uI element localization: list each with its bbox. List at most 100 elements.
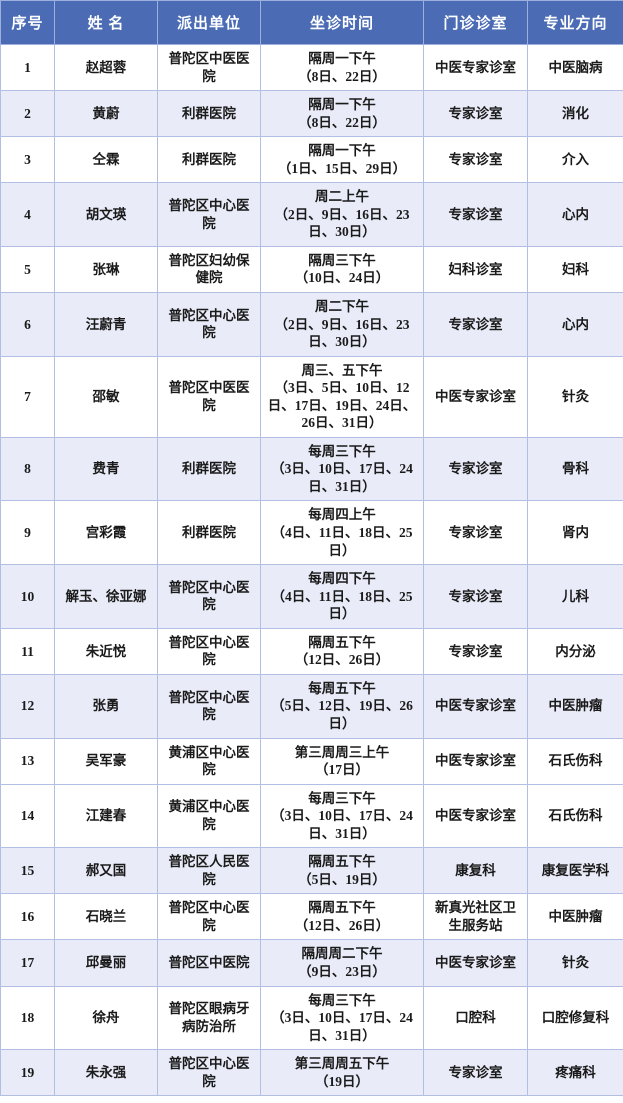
cell-name: 邵敏 <box>54 355 158 438</box>
cell-time-schedule: 每周四下午 <box>308 571 376 587</box>
cell-time-dates: （19日） <box>315 1073 369 1089</box>
cell-name: 朱近悦 <box>54 627 158 675</box>
cell-time-dates: （5日、12日、19日、26日） <box>271 698 413 731</box>
cell-time-dates: （8日、22日） <box>298 68 386 84</box>
cell-unit: 普陀区中心医院 <box>157 564 261 629</box>
cell-seq: 14 <box>0 783 55 849</box>
cell-room: 专家诊室 <box>423 564 528 629</box>
cell-specialty: 心内 <box>527 182 623 247</box>
cell-unit: 普陀区中心医院 <box>157 182 261 247</box>
cell-specialty: 康复医学科 <box>527 847 623 895</box>
cell-time: 隔周五下午 （12日、26日） <box>260 893 424 941</box>
cell-time: 周三、五下午 （3日、5日、10日、12日、17日、19日、24日、26日、31… <box>260 355 424 438</box>
cell-name: 张琳 <box>54 245 158 294</box>
cell-room: 专家诊室 <box>423 292 528 357</box>
cell-time: 隔周三下午 （10日、24日） <box>260 245 424 294</box>
cell-time-dates: （8日、22日） <box>298 114 386 130</box>
table-row: 9 宫彩霞 利群医院 每周四上午 （4日、11日、18日、25日） 专家诊室 肾… <box>0 500 623 566</box>
cell-time-schedule: 隔周一下午 <box>308 143 376 159</box>
cell-time-schedule: 隔周五下午 <box>308 854 376 870</box>
cell-unit: 利群医院 <box>157 436 261 502</box>
cell-time-schedule: 每周三下午 <box>308 443 376 459</box>
table-body: 1 赵超蓉 普陀区中医医院 隔周一下午 （8日、22日） 中医专家诊室 中医脑病… <box>0 43 623 1097</box>
cell-room: 口腔科 <box>423 985 528 1051</box>
cell-specialty: 口腔修复科 <box>527 985 623 1051</box>
cell-time: 隔周一下午 （8日、22日） <box>260 90 424 138</box>
cell-time-schedule: 隔周一下午 <box>308 51 376 66</box>
cell-name: 费青 <box>54 436 158 502</box>
table-row: 7 邵敏 普陀区中医医院 周三、五下午 （3日、5日、10日、12日、17日、1… <box>0 355 623 438</box>
cell-specialty: 内分泌 <box>527 627 623 675</box>
cell-time-schedule: 每周四上午 <box>308 507 376 523</box>
header-unit: 派出单位 <box>157 0 261 45</box>
table-row: 6 汪蔚青 普陀区中心医院 周二下午 （2日、9日、16日、23日、30日） 专… <box>0 292 623 357</box>
cell-specialty: 石氏伤科 <box>527 783 623 849</box>
header-name: 姓 名 <box>54 0 158 45</box>
table-row: 2 黄蔚 利群医院 隔周一下午 （8日、22日） 专家诊室 消化 <box>0 90 623 138</box>
cell-specialty: 疼痛科 <box>527 1049 623 1097</box>
cell-room: 专家诊室 <box>423 627 528 675</box>
cell-seq: 3 <box>0 136 55 184</box>
table-row: 18 徐舟 普陀区眼病牙病防治所 每周三下午 （3日、10日、17日、24日、3… <box>0 985 623 1051</box>
cell-time-schedule: 周三、五下午 <box>301 362 383 378</box>
cell-unit: 利群医院 <box>157 136 261 184</box>
cell-time-schedule: 隔周周二下午 <box>301 946 383 962</box>
cell-unit: 利群医院 <box>157 90 261 138</box>
table-row: 11 朱近悦 普陀区中心医院 隔周五下午 （12日、26日） 专家诊室 内分泌 <box>0 627 623 675</box>
table-header: 序号 姓 名 派出单位 坐诊时间 门诊诊室 专业方向 <box>0 0 623 45</box>
cell-name: 解玉、徐亚娜 <box>54 564 158 629</box>
cell-unit: 普陀区中心医院 <box>157 893 261 941</box>
cell-time-schedule: 每周三下午 <box>308 992 376 1008</box>
cell-seq: 13 <box>0 737 55 785</box>
cell-seq: 16 <box>0 893 55 941</box>
cell-seq: 19 <box>0 1049 55 1097</box>
cell-seq: 15 <box>0 847 55 895</box>
header-room: 门诊诊室 <box>423 0 528 45</box>
cell-name: 徐舟 <box>54 985 158 1051</box>
cell-specialty: 骨科 <box>527 436 623 502</box>
cell-name: 朱永强 <box>54 1049 158 1097</box>
cell-room: 中医专家诊室 <box>423 737 528 785</box>
cell-time-schedule: 周二下午 <box>315 299 369 315</box>
cell-specialty: 儿科 <box>527 564 623 629</box>
cell-time: 隔周一下午 （1日、15日、29日） <box>260 136 424 184</box>
cell-name: 张勇 <box>54 673 158 739</box>
table-row: 12 张勇 普陀区中心医院 每周五下午 （5日、12日、19日、26日） 中医专… <box>0 673 623 739</box>
cell-time: 每周四上午 （4日、11日、18日、25日） <box>260 500 424 566</box>
cell-time-dates: （2日、9日、16日、23日、30日） <box>274 206 410 240</box>
cell-time-dates: （3日、10日、17日、24日、31日） <box>271 1010 413 1043</box>
header-seq: 序号 <box>0 0 55 45</box>
cell-time-dates: （3日、10日、17日、24日、31日） <box>271 461 413 494</box>
cell-unit: 普陀区中医院 <box>157 939 261 987</box>
cell-seq: 7 <box>0 355 55 438</box>
cell-time-schedule: 隔周五下午 <box>308 634 376 650</box>
cell-time: 每周三下午 （3日、10日、17日、24日、31日） <box>260 985 424 1051</box>
cell-time-schedule: 第三周周三上午 <box>294 744 390 760</box>
cell-time-dates: （3日、10日、17日、24日、31日） <box>271 808 413 841</box>
cell-time-dates: （12日、26日） <box>294 652 390 668</box>
cell-specialty: 中医脑病 <box>527 43 623 92</box>
cell-seq: 1 <box>0 43 55 92</box>
cell-room: 专家诊室 <box>423 500 528 566</box>
cell-unit: 普陀区人民医院 <box>157 847 261 895</box>
table-row: 4 胡文瑛 普陀区中心医院 周二上午 （2日、9日、16日、23日、30日） 专… <box>0 182 623 247</box>
cell-room: 康复科 <box>423 847 528 895</box>
cell-name: 江建春 <box>54 783 158 849</box>
cell-time: 周二上午 （2日、9日、16日、23日、30日） <box>260 182 424 247</box>
cell-specialty: 心内 <box>527 292 623 357</box>
cell-time-dates: （17日） <box>315 762 369 778</box>
cell-room: 新真光社区卫生服务站 <box>423 893 528 941</box>
cell-room: 妇科诊室 <box>423 245 528 294</box>
cell-time-dates: （3日、5日、10日、12日、17日、19日、24日、26日、31日） <box>267 380 417 431</box>
cell-name: 汪蔚青 <box>54 292 158 357</box>
table-row: 3 仝霖 利群医院 隔周一下午 （1日、15日、29日） 专家诊室 介入 <box>0 136 623 184</box>
cell-time-schedule: 第三周周五下午 <box>294 1056 390 1072</box>
cell-time: 第三周周三上午 （17日） <box>260 737 424 785</box>
cell-time: 第三周周五下午 （19日） <box>260 1049 424 1097</box>
cell-time-dates: （9日、23日） <box>298 963 386 979</box>
cell-time-dates: （12日、26日） <box>294 917 390 933</box>
cell-name: 石晓兰 <box>54 893 158 941</box>
cell-time: 隔周五下午 （12日、26日） <box>260 627 424 675</box>
cell-unit: 黄浦区中心医院 <box>157 737 261 785</box>
table-row: 14 江建春 黄浦区中心医院 每周三下午 （3日、10日、17日、24日、31日… <box>0 783 623 849</box>
